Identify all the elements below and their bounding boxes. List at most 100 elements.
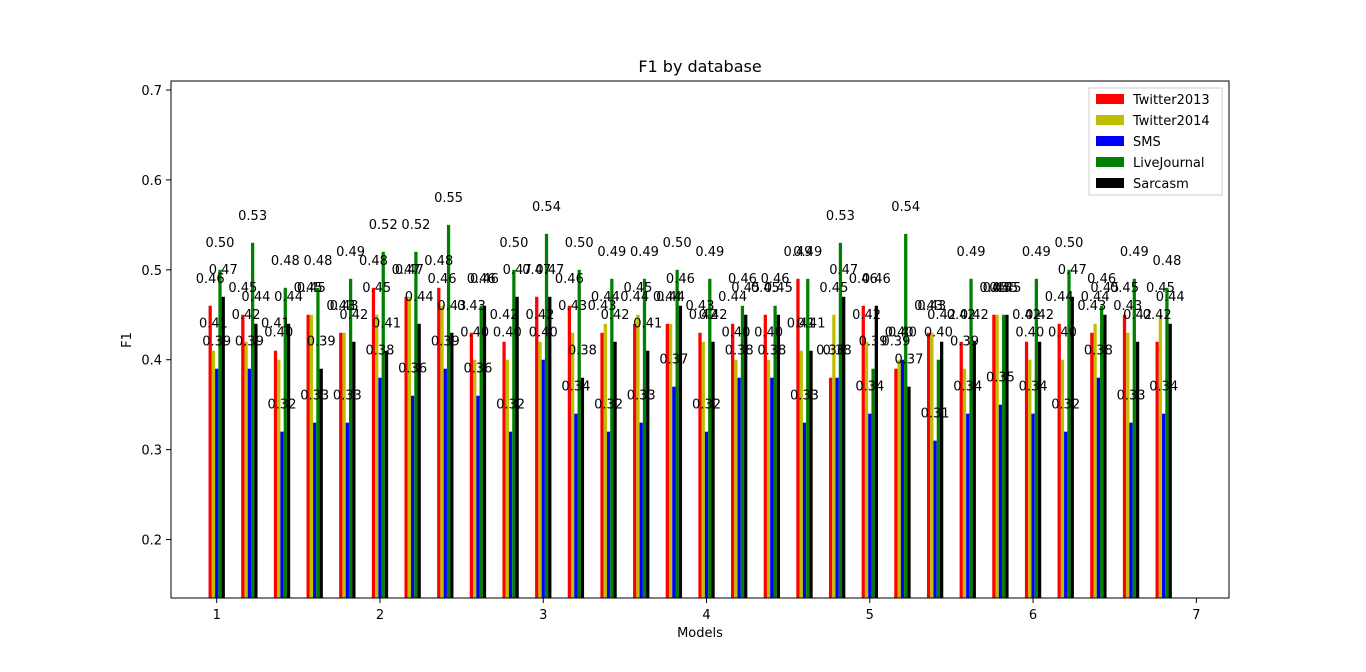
y-axis: 0.2 0.3 0.4 0.5 0.6 0.7: [141, 84, 171, 549]
chart-title: F1 by database: [638, 57, 761, 76]
bar-label-twitter2013-8: 0.48: [424, 254, 453, 269]
bar-sarcasm-26: [1037, 341, 1042, 598]
x-tick-label: 3: [539, 608, 547, 623]
bar-twitter2014-16: [701, 341, 705, 598]
bar-label-sms-17: 0.38: [725, 344, 754, 359]
bar-label-sarcasm-8: 0.43: [437, 299, 466, 314]
bar-livejournal-1: [218, 269, 222, 598]
bar-label-twitter2014-14: 0.45: [623, 281, 652, 296]
bar-label-sms-23: 0.31: [921, 407, 950, 422]
bar-sarcasm-22: [907, 386, 911, 598]
bar-label-sms-25: 0.35: [986, 371, 1015, 386]
bar-sarcasm-30: [1168, 323, 1172, 598]
bar-label-sms-9: 0.36: [463, 362, 492, 377]
bar-sarcasm-7: [417, 323, 421, 598]
bar-label-twitter2013-19: 0.49: [783, 245, 812, 260]
bar-label-livejournal-21: 0.39: [859, 335, 888, 350]
legend-swatch-sarcasm: [1096, 178, 1124, 188]
x-tick-label: 2: [376, 608, 384, 623]
bar-label-livejournal-8: 0.55: [434, 191, 463, 206]
bar-label-sms-26: 0.34: [1019, 380, 1048, 395]
bar-sms-30: [1162, 413, 1166, 598]
bar-label-livejournal-10: 0.50: [499, 236, 528, 251]
bar-label-twitter2013-29: 0.45: [1110, 281, 1139, 296]
bar-twitter2013-27: [1057, 323, 1061, 598]
bar-label-twitter2014-23: 0.43: [917, 299, 946, 314]
bar-label-sms-2: 0.39: [235, 335, 264, 350]
bar-sarcasm-2: [254, 323, 258, 598]
y-tick-label: 0.6: [141, 174, 162, 189]
bar-twitter2014-23: [930, 332, 934, 598]
bar-label-twitter2014-6: 0.45: [362, 281, 391, 296]
bar-label-twitter2014-12: 0.43: [558, 299, 587, 314]
bar-label-sms-18: 0.38: [757, 344, 786, 359]
bar-label-sarcasm-10: 0.47: [503, 263, 532, 278]
legend-label-twitter2014: Twitter2014: [1132, 114, 1210, 129]
bar-label-twitter2014-24: 0.39: [950, 335, 979, 350]
bar-twitter2013-6: [371, 287, 376, 598]
bar-sms-15: [672, 386, 676, 598]
bar-label-twitter2014-26: 0.40: [1015, 326, 1044, 341]
bar-sms-2: [247, 368, 252, 598]
bar-twitter2013-2: [241, 314, 245, 598]
bar-label-twitter2014-18: 0.40: [754, 326, 783, 341]
bar-label-twitter2014-4: 0.45: [297, 281, 326, 296]
bar-twitter2014-18: [766, 359, 771, 598]
bar-sarcasm-4: [319, 368, 323, 598]
bar-sms-21: [868, 413, 872, 598]
bar-twitter2014-4: [309, 314, 314, 598]
bar-livejournal-20: [838, 242, 843, 598]
bar-label-sarcasm-9: 0.46: [470, 272, 499, 287]
bar-twitter2013-17: [731, 323, 735, 598]
bar-livejournal-21: [871, 368, 875, 598]
bar-label-sarcasm-15: 0.46: [666, 272, 695, 287]
bar-livejournal-28: [1100, 305, 1104, 598]
y-tick-label: 0.5: [141, 264, 162, 279]
bar-label-sms-16: 0.32: [692, 398, 721, 413]
bar-livejournal-9: [479, 305, 483, 598]
bar-label-sarcasm-3: 0.44: [274, 290, 303, 305]
bar-label-sarcasm-13: 0.42: [601, 308, 630, 323]
bar-label-sarcasm-25: 0.45: [992, 281, 1021, 296]
bar-sms-5: [345, 422, 349, 598]
bar-sarcasm-17: [744, 314, 748, 598]
bar-twitter2013-26: [1024, 341, 1029, 598]
bar-sms-10: [508, 431, 513, 598]
bar-label-twitter2013-24: 0.42: [947, 308, 976, 323]
bar-label-sms-12: 0.34: [561, 380, 590, 395]
bar-sarcasm-9: [482, 305, 487, 598]
bar-livejournal-8: [446, 224, 451, 599]
bar-sms-17: [737, 377, 741, 598]
bar-sarcasm-10: [515, 296, 519, 598]
y-tick-label: 0.4: [141, 354, 162, 369]
bar-sms-20: [835, 377, 839, 598]
bar-twitter2014-17: [734, 359, 738, 598]
bar-label-twitter2014-11: 0.42: [526, 308, 555, 323]
bar-label-twitter2014-17: 0.40: [721, 326, 750, 341]
bar-twitter2014-24: [962, 368, 967, 598]
bar-label-livejournal-11: 0.54: [532, 200, 561, 215]
bar-twitter2013-30: [1155, 341, 1159, 598]
bar-label-twitter2013-3: 0.41: [261, 317, 290, 332]
bar-label-twitter2013-4: 0.45: [294, 281, 323, 296]
bar-label-twitter2013-2: 0.45: [228, 281, 257, 296]
bar-label-sarcasm-20: 0.47: [829, 263, 858, 278]
bar-label-sms-28: 0.38: [1084, 344, 1113, 359]
bar-label-livejournal-20: 0.53: [826, 209, 855, 224]
plot-frame: [170, 80, 1230, 599]
bar-label-livejournal-28: 0.46: [1087, 272, 1116, 287]
bar-twitter2014-30: [1158, 314, 1163, 598]
bar-sms-7: [411, 395, 415, 598]
bar-label-twitter2013-18: 0.45: [751, 281, 780, 296]
bar-livejournal-13: [610, 278, 614, 598]
bar-label-sms-27: 0.32: [1051, 398, 1080, 413]
bar-twitter2013-24: [959, 341, 963, 598]
legend-swatch-sms: [1096, 136, 1124, 146]
bar-sarcasm-20: [842, 296, 846, 598]
bar-livejournal-11: [544, 233, 549, 598]
bar-label-livejournal-9: 0.46: [467, 272, 496, 287]
bar-label-sarcasm-28: 0.45: [1090, 281, 1119, 296]
bar-label-twitter2013-7: 0.47: [392, 263, 421, 278]
bar-twitter2014-3: [277, 359, 281, 598]
bar-label-sms-22: 0.40: [888, 326, 917, 341]
